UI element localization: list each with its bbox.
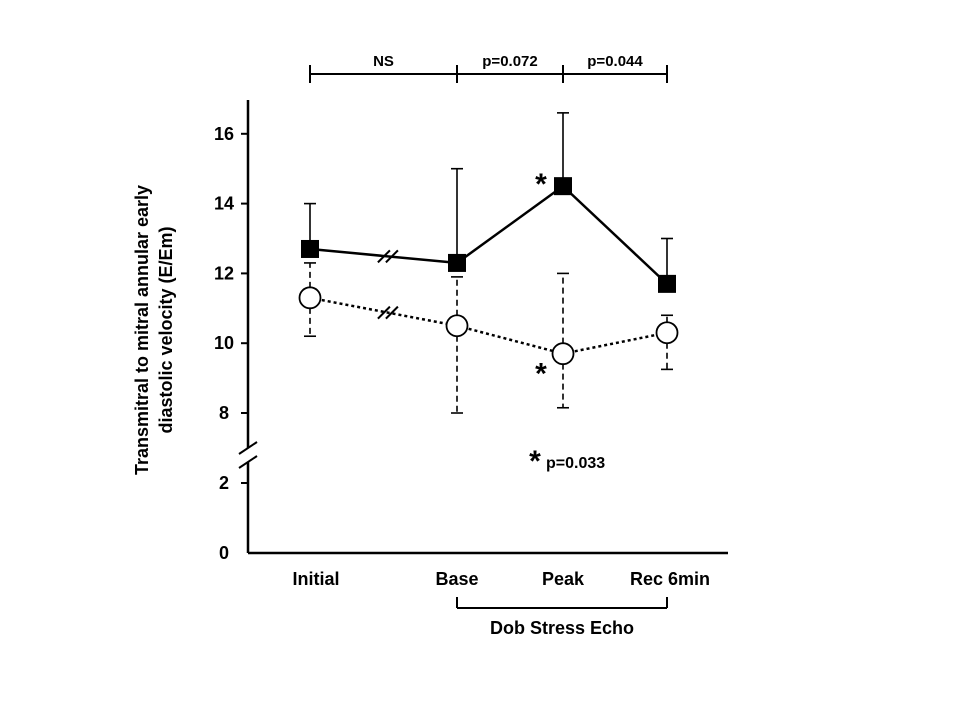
data-point-circle [298, 286, 322, 310]
y-tick-label: 16 [214, 124, 234, 144]
significance-star: * [535, 168, 547, 201]
y-axis-title: Transmitral to mitral annular early [132, 185, 152, 475]
axes [238, 65, 728, 609]
group-label: Dob Stress Echo [490, 618, 634, 638]
y-tick-label: 0 [219, 543, 229, 563]
y-tick-label: 8 [219, 403, 229, 423]
annotation-star: * [529, 445, 541, 478]
data-point-circle [551, 342, 575, 366]
y-axis-title: diastolic velocity (E/Em) [156, 226, 176, 433]
significance-star: * [535, 358, 547, 391]
y-tick-label: 10 [214, 333, 234, 353]
y-tick-label: 14 [214, 194, 234, 214]
series-line-segment [456, 324, 564, 355]
data-point-square [554, 177, 572, 196]
data-point-square [301, 239, 319, 258]
line-break-mark [377, 305, 391, 320]
line-break-mark [377, 249, 391, 264]
line-break-mark [385, 249, 399, 264]
y-tick-label: 12 [214, 263, 234, 283]
annotation-text: p=0.033 [546, 455, 605, 472]
line-break-mark [385, 305, 399, 320]
comparison-label: p=0.072 [482, 53, 537, 70]
data-point-square [448, 253, 466, 272]
series-line-segment [562, 185, 668, 285]
x-category-label: Base [435, 569, 478, 589]
data-point-circle [445, 314, 469, 338]
y-axis-break-mark [238, 455, 258, 469]
series-line-segment [562, 331, 668, 355]
x-category-label: Initial [292, 569, 339, 589]
series-line-segment [456, 185, 564, 264]
labels: 0 2 8 10 12 14 16 Transmitral to mitral annular… [132, 53, 710, 638]
data-point-circle [655, 321, 679, 345]
x-category-label: Peak [542, 569, 585, 589]
y-tick-label: 2 [219, 473, 229, 493]
y-axis-break-mark [238, 441, 258, 455]
comparison-label: p=0.044 [587, 53, 643, 70]
comparison-label: NS [373, 53, 394, 70]
plot-marks [298, 112, 679, 414]
data-point-square [658, 274, 676, 293]
x-category-label: Rec 6min [630, 569, 710, 589]
